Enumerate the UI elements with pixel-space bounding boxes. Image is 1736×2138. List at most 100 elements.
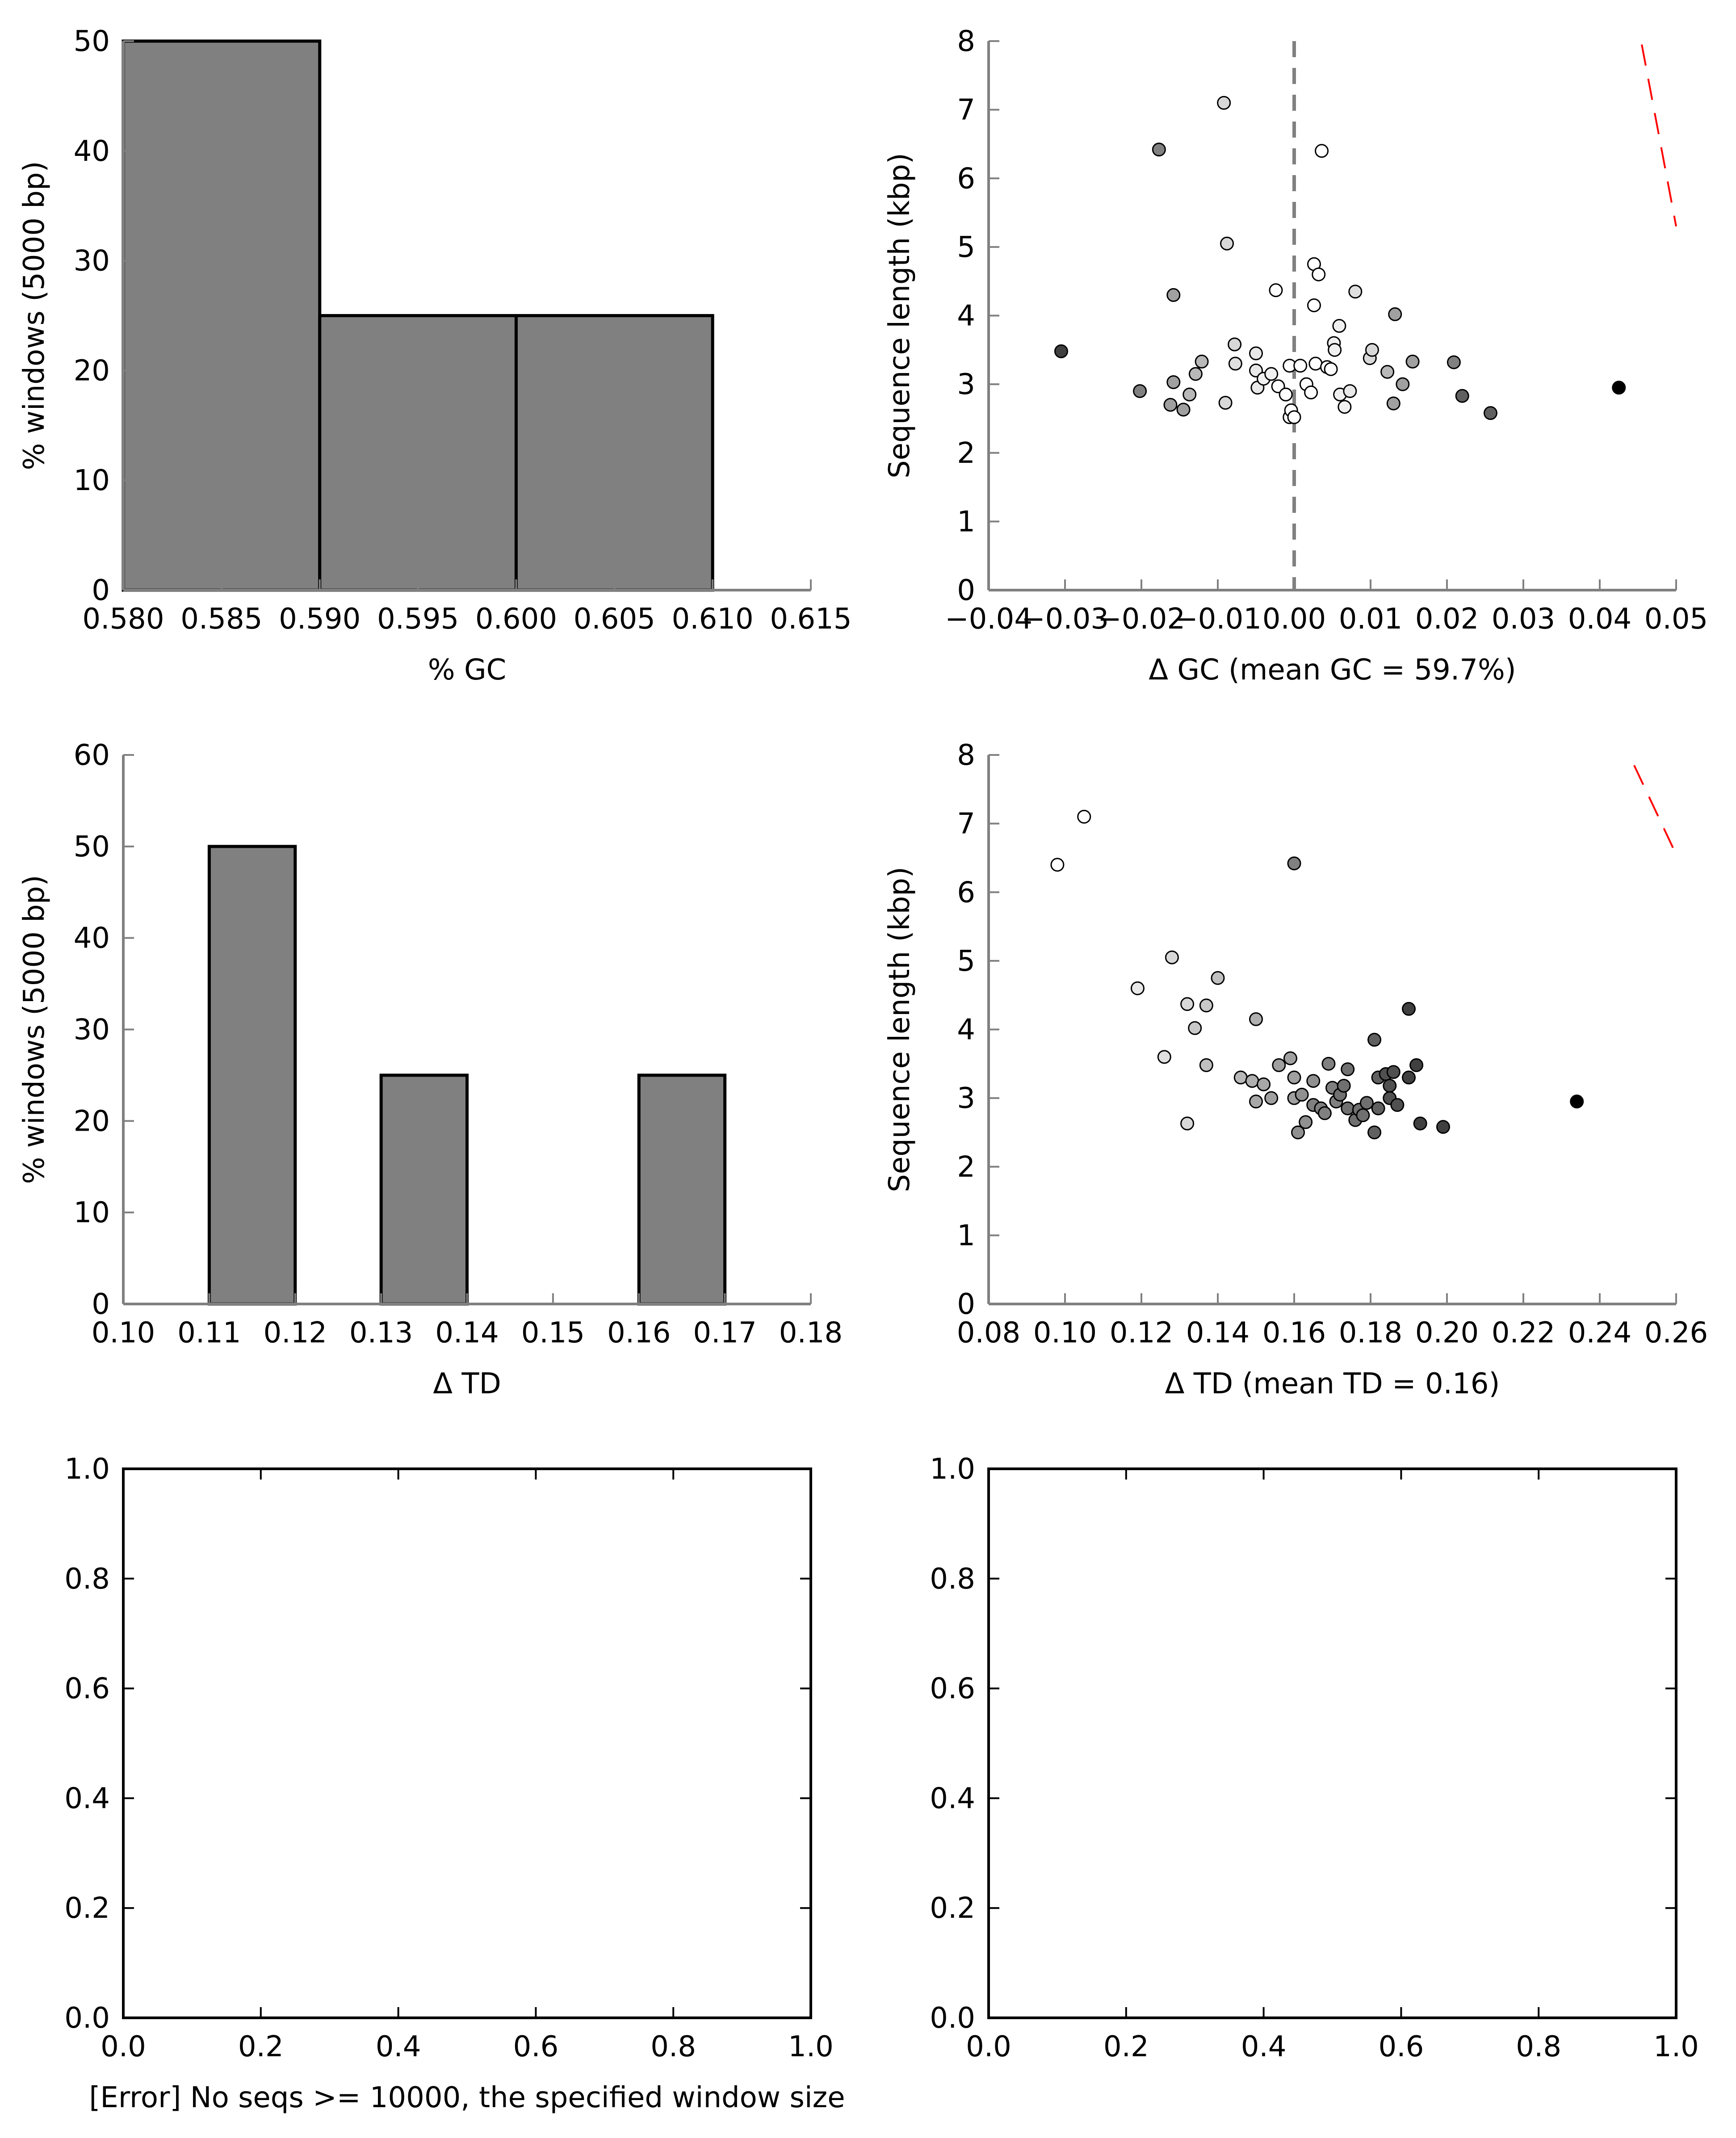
- data-point: [1182, 387, 1197, 402]
- data-point: [1272, 1058, 1286, 1072]
- data-point: [1163, 398, 1178, 412]
- y-tick-label: 0.2: [930, 1892, 975, 1925]
- y-tick-label: 0.6: [930, 1673, 975, 1706]
- x-tick-label: 0.595: [377, 603, 459, 636]
- data-point: [1612, 381, 1626, 395]
- data-point: [1312, 267, 1326, 281]
- data-point: [1287, 410, 1301, 424]
- x-tick-label: 0.6: [1379, 2030, 1424, 2063]
- x-tick-label: 1.0: [788, 2030, 834, 2063]
- x-tick-label: 0.05: [1644, 603, 1708, 636]
- y-tick-label: 50: [74, 25, 110, 58]
- x-axis-label: % GC: [428, 654, 506, 687]
- x-tick-label: 0.00: [1262, 603, 1326, 636]
- data-point: [1220, 236, 1234, 251]
- x-tick-label: 0.600: [475, 603, 557, 636]
- x-tick-label: 0.12: [264, 1316, 327, 1350]
- y-tick-label: 5: [957, 945, 975, 978]
- y-tick-label: 0.4: [930, 1782, 975, 1815]
- x-tick-label: 0.8: [1516, 2030, 1561, 2063]
- y-tick-label: 60: [74, 739, 110, 772]
- data-point: [1396, 377, 1410, 391]
- data-point: [1338, 400, 1352, 414]
- data-point: [1402, 1070, 1416, 1085]
- data-point: [1283, 1051, 1297, 1065]
- data-point: [1188, 367, 1203, 381]
- y-axis-label: Sequence length (kbp): [883, 153, 916, 478]
- x-tick-label: 0.10: [92, 1316, 155, 1350]
- x-tick-label: 0.4: [1241, 2030, 1287, 2063]
- data-point: [1050, 858, 1065, 872]
- x-tick-label: 0.24: [1568, 1316, 1632, 1350]
- data-point: [1315, 144, 1329, 158]
- data-point: [1447, 355, 1461, 369]
- x-tick-label: 0.04: [1568, 603, 1632, 636]
- x-tick-label: 0.01: [1339, 603, 1403, 636]
- data-point: [1249, 346, 1263, 361]
- data-point: [1295, 1087, 1309, 1102]
- x-tick-label: 0.585: [180, 603, 262, 636]
- data-point: [1337, 1078, 1351, 1093]
- y-tick-label: 0: [957, 1288, 975, 1321]
- data-point: [1386, 396, 1401, 411]
- data-point: [1371, 1101, 1385, 1115]
- data-point: [1307, 298, 1321, 312]
- y-tick-label: 6: [957, 162, 975, 195]
- gc-histogram-panel: 0.580 0.585 0.590 0.595 0.600 0.605 0.610 0.615…: [18, 25, 852, 687]
- histogram-bar: [122, 39, 322, 592]
- data-point: [1152, 143, 1166, 157]
- x-axis-label: [Error] No seqs >= 10000, the specified …: [89, 2081, 845, 2114]
- data-point: [1308, 356, 1323, 371]
- data-point: [1264, 367, 1279, 381]
- x-tick-label: 0.13: [349, 1316, 413, 1350]
- y-tick-label: 2: [957, 437, 975, 470]
- data-point: [1380, 365, 1395, 379]
- data-point: [1413, 1116, 1427, 1131]
- x-tick-label: 0.610: [672, 603, 754, 636]
- y-tick-label: 1: [957, 1219, 975, 1252]
- x-tick-label: 0.590: [279, 603, 361, 636]
- x-tick-label: −0.02: [1098, 603, 1185, 636]
- data-point: [1570, 1094, 1584, 1109]
- y-axis-label: Sequence length (kbp): [883, 867, 916, 1192]
- y-tick-label: 0.8: [930, 1563, 975, 1596]
- y-tick-label: 0: [957, 574, 975, 607]
- data-point: [1133, 384, 1147, 398]
- y-tick-label: 0.0: [930, 2002, 975, 2035]
- x-tick-label: −0.03: [1021, 603, 1109, 636]
- data-point: [1356, 1108, 1370, 1123]
- x-axis-label: Δ TD (mean TD = 0.16): [1165, 1367, 1500, 1400]
- data-point: [1245, 1074, 1259, 1088]
- y-tick-label: 7: [957, 94, 975, 127]
- data-point: [1321, 1056, 1336, 1071]
- y-tick-label: 10: [74, 464, 110, 497]
- data-point: [1077, 809, 1091, 824]
- data-point: [1199, 1058, 1213, 1072]
- x-tick-label: 0.14: [435, 1316, 499, 1350]
- x-tick-label: 0.20: [1415, 1316, 1479, 1350]
- data-point: [1287, 1070, 1301, 1085]
- x-tick-label: 0.2: [1103, 2030, 1149, 2063]
- data-point: [1324, 362, 1338, 376]
- y-tick-label: 0.8: [64, 1563, 110, 1596]
- td-histogram-panel: 0.10 0.11 0.12 0.13 0.14 0.15 0.16 0.17 0.18 0 10 2…: [18, 739, 843, 1400]
- x-tick-label: 0.14: [1186, 1316, 1250, 1350]
- data-point: [1176, 402, 1191, 417]
- y-tick-label: 4: [957, 1014, 975, 1047]
- x-tick-label: −0.01: [1174, 603, 1262, 636]
- data-point: [1341, 1062, 1355, 1077]
- x-axis-label: Δ GC (mean GC = 59.7%): [1149, 654, 1516, 687]
- data-point: [1359, 1096, 1374, 1110]
- x-tick-label: 0.22: [1492, 1316, 1556, 1350]
- data-point: [1264, 1091, 1279, 1105]
- data-point: [1211, 971, 1225, 985]
- data-point: [1299, 1115, 1313, 1129]
- y-tick-label: 0: [92, 1288, 110, 1321]
- y-tick-label: 40: [74, 922, 110, 955]
- data-point: [1367, 1033, 1382, 1047]
- x-tick-label: 0.2: [238, 2030, 284, 2063]
- data-point: [1188, 1021, 1202, 1035]
- x-tick-label: −0.04: [945, 603, 1032, 636]
- data-point: [1180, 1116, 1195, 1131]
- y-tick-label: 40: [74, 135, 110, 168]
